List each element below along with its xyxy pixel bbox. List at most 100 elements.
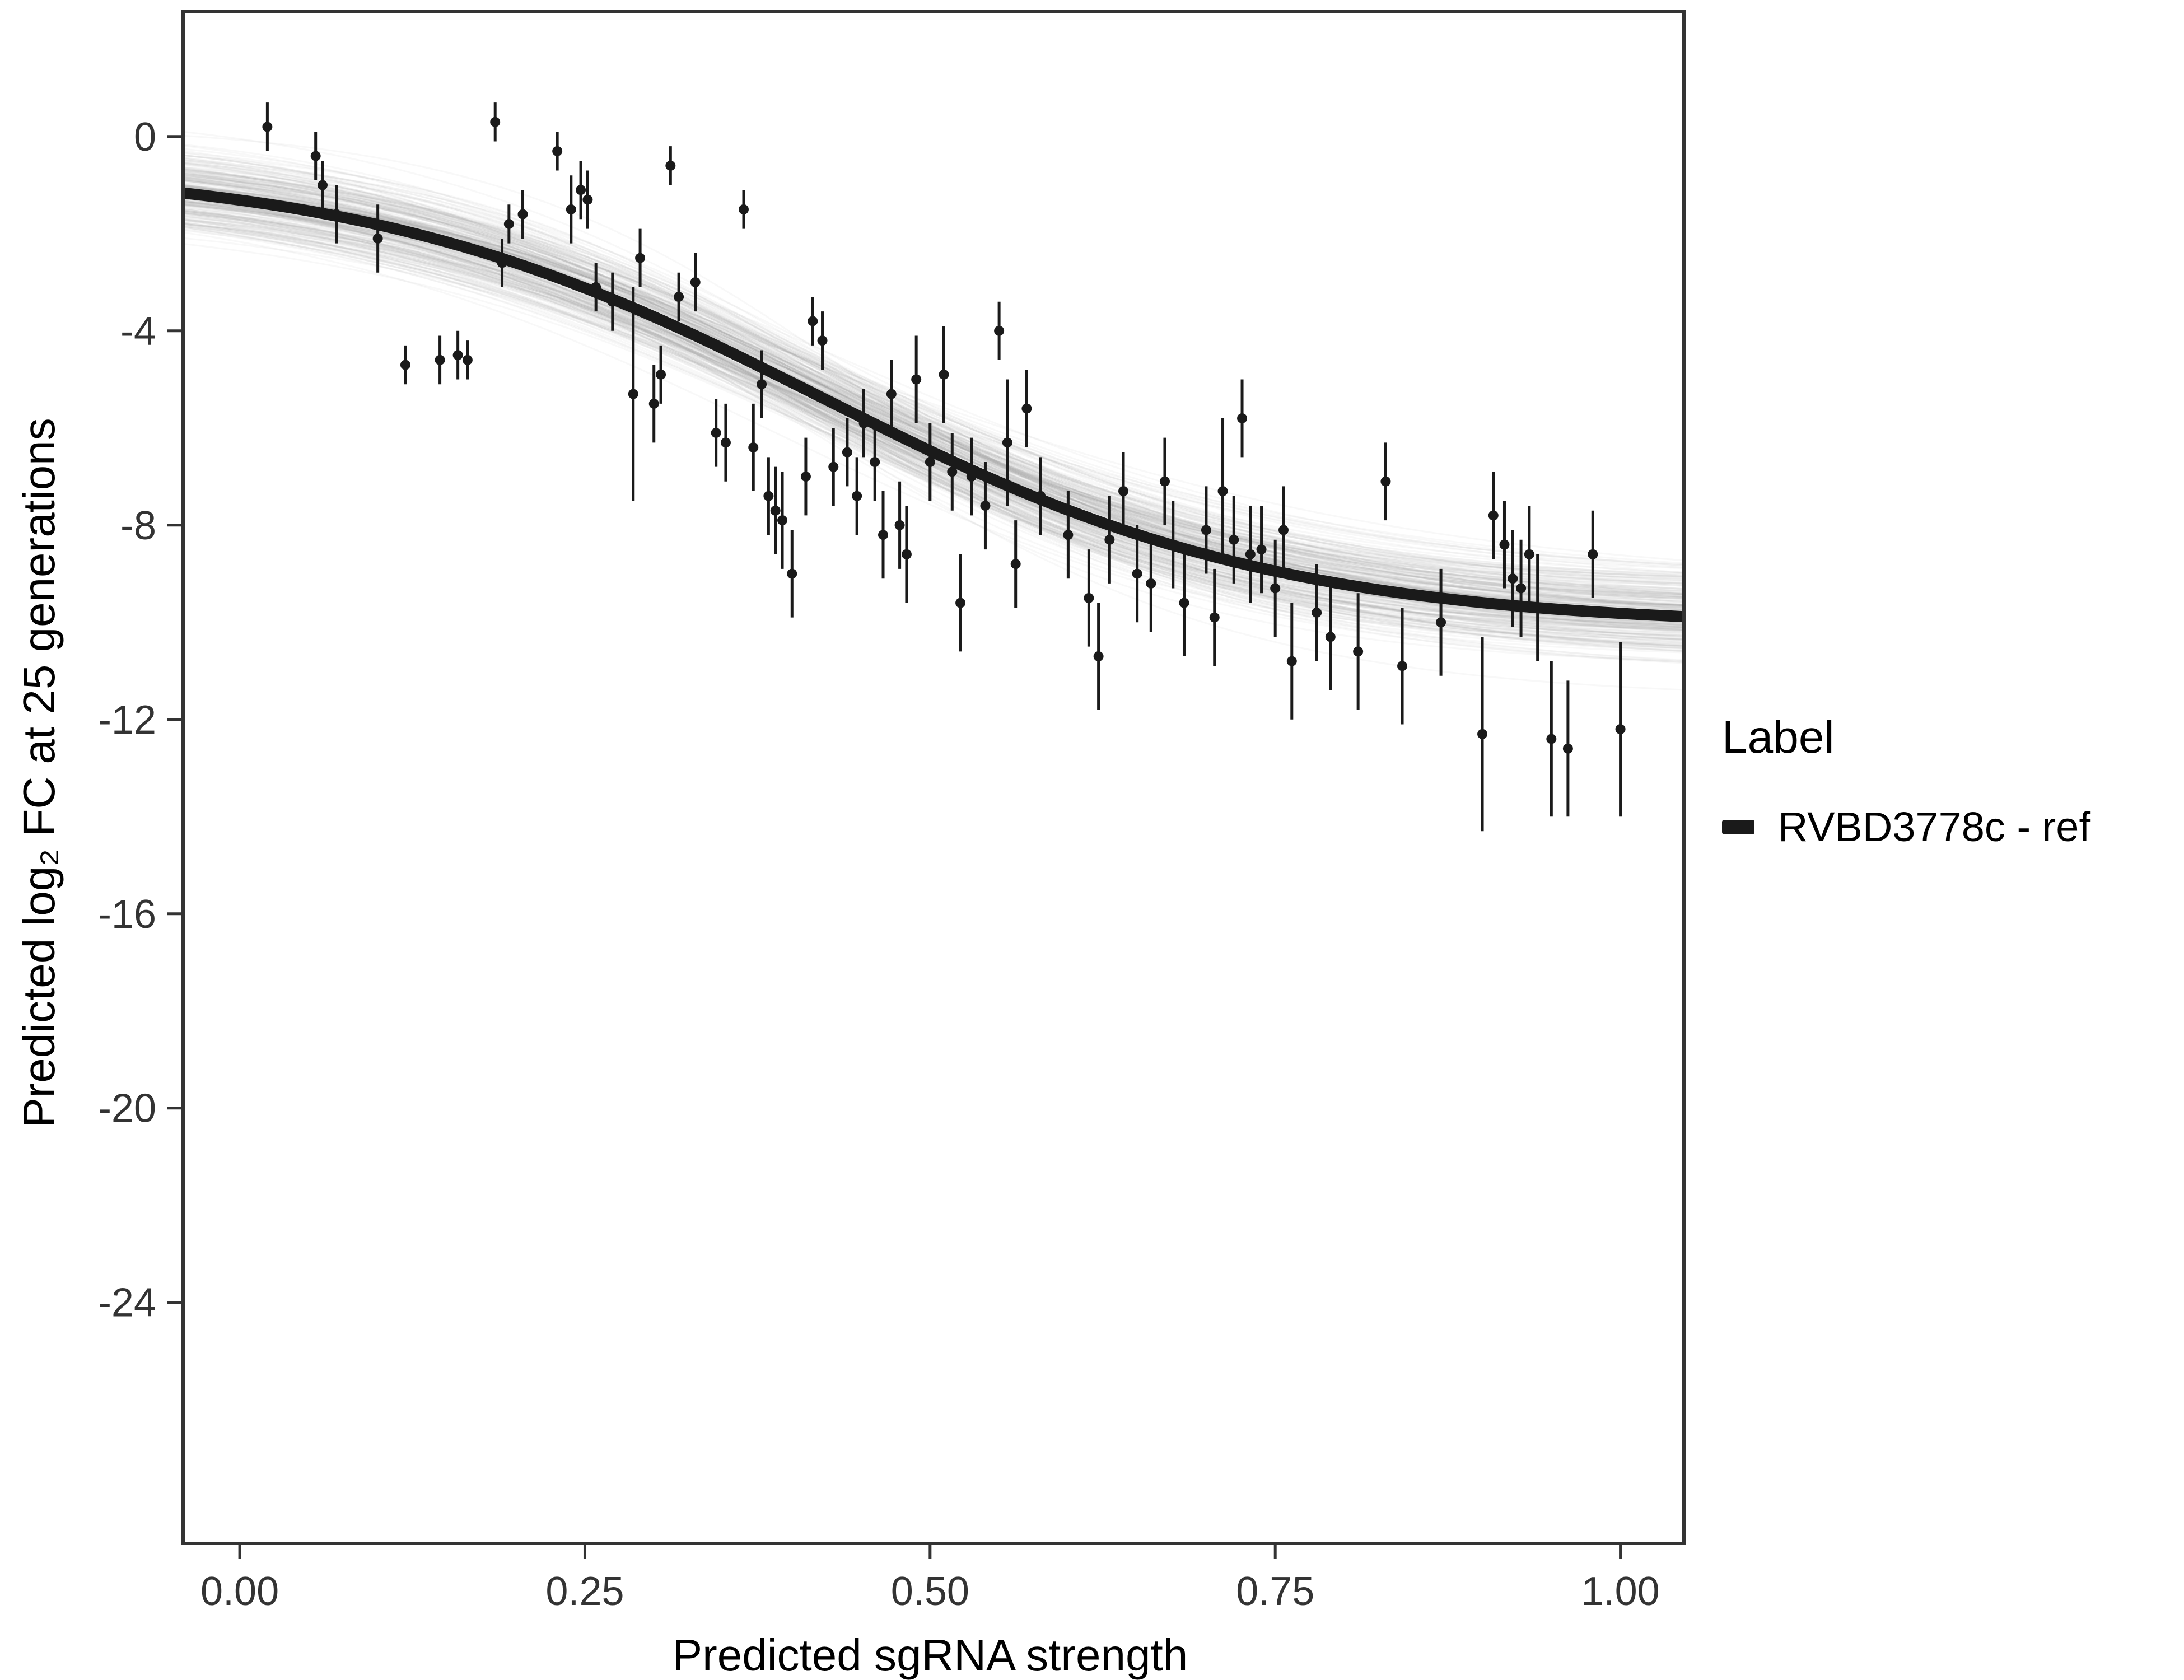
- data-point: [1179, 598, 1189, 608]
- panel-border: [181, 10, 1686, 1545]
- data-point: [1201, 525, 1211, 535]
- data-point: [1397, 661, 1408, 671]
- x-axis-title: Predicted sgRNA strength: [672, 1630, 1188, 1680]
- data-point: [1436, 617, 1446, 628]
- data-point: [566, 204, 576, 214]
- y-axis-tick-label: -4: [120, 309, 156, 354]
- data-point: [582, 194, 593, 205]
- data-point: [1286, 656, 1297, 666]
- y-axis-tick-label: 0: [134, 115, 156, 160]
- data-point: [817, 335, 828, 346]
- data-point: [748, 442, 759, 452]
- data-point: [318, 180, 328, 190]
- data-point: [1499, 539, 1510, 550]
- data-point: [1312, 607, 1322, 618]
- legend-key-swatch: [1722, 819, 1754, 834]
- data-point: [1084, 592, 1094, 603]
- data-point: [1063, 530, 1074, 540]
- data-point: [994, 325, 1005, 336]
- data-point: [372, 233, 383, 244]
- data-point: [635, 253, 646, 263]
- data-point: [1353, 646, 1364, 657]
- fit-curve: [183, 187, 1684, 623]
- data-point: [490, 116, 501, 127]
- x-axis-tick-label: 0.50: [891, 1569, 969, 1614]
- data-point: [1159, 476, 1170, 487]
- data-point: [1118, 486, 1129, 497]
- y-axis-tick-label: -24: [98, 1281, 156, 1326]
- data-point: [1380, 476, 1391, 487]
- data-point: [894, 520, 905, 530]
- data-point: [878, 530, 889, 540]
- y-axis-tick-label: -8: [120, 503, 156, 548]
- data-point: [674, 292, 684, 302]
- data-point: [870, 457, 880, 468]
- data-point: [955, 598, 966, 608]
- data-point: [665, 160, 676, 171]
- x-axis-tick-label: 1.00: [1581, 1569, 1660, 1614]
- data-point: [842, 447, 852, 458]
- data-point: [1270, 583, 1281, 594]
- data-point: [1516, 583, 1527, 594]
- data-point: [800, 472, 811, 482]
- data-point: [1104, 534, 1115, 545]
- data-point: [435, 354, 445, 365]
- data-point: [1488, 510, 1499, 521]
- data-point: [628, 389, 638, 399]
- data-point: [738, 204, 749, 214]
- data-point: [757, 379, 767, 390]
- uncertainty-band: [183, 130, 1684, 691]
- data-point: [886, 389, 897, 399]
- data-point: [1546, 734, 1557, 744]
- data-point: [1021, 403, 1032, 414]
- data-point: [690, 277, 701, 288]
- y-axis-tick-label: -20: [98, 1086, 156, 1131]
- data-point: [310, 151, 321, 161]
- data-point: [262, 122, 273, 132]
- data-point: [1325, 632, 1336, 642]
- data-point: [1146, 578, 1156, 589]
- data-point: [1245, 549, 1256, 559]
- legend-title: Label: [1722, 712, 1835, 763]
- legend-item-label: RVBD3778c - ref: [1778, 804, 2090, 850]
- data-point: [763, 491, 774, 501]
- data-point: [1588, 549, 1598, 559]
- data-point: [1132, 568, 1142, 579]
- data-point: [947, 466, 958, 477]
- data-point: [852, 491, 862, 501]
- data-point: [1237, 413, 1248, 423]
- data-point: [576, 185, 586, 195]
- data-point: [828, 461, 839, 472]
- data-point: [711, 427, 721, 438]
- y-axis-tick-label: -12: [98, 698, 156, 743]
- data-point: [1217, 486, 1228, 497]
- x-axis-tick-label: 0.75: [1236, 1569, 1314, 1614]
- data-point: [552, 146, 563, 156]
- data-point: [452, 350, 463, 361]
- data-point: [1524, 549, 1534, 559]
- data-point: [777, 515, 788, 526]
- data-point: [911, 374, 922, 385]
- data-point: [901, 549, 912, 559]
- data-point: [1256, 544, 1267, 555]
- data-point: [503, 218, 514, 229]
- data-point: [656, 369, 666, 380]
- data-point: [720, 437, 731, 448]
- data-point: [1010, 559, 1021, 570]
- x-axis-tick-label: 0.00: [200, 1569, 279, 1614]
- legend: Label RVBD3778c - ref: [1722, 711, 2090, 851]
- data-point: [1615, 724, 1626, 735]
- data-point: [980, 501, 991, 511]
- data-point: [1278, 525, 1289, 535]
- data-point: [1508, 573, 1518, 584]
- data-point: [1002, 437, 1012, 448]
- data-point: [770, 505, 781, 516]
- data-point: [787, 568, 797, 579]
- data-point: [925, 457, 935, 468]
- x-axis-tick-label: 0.25: [545, 1569, 624, 1614]
- data-point: [1209, 612, 1220, 623]
- data-point: [1229, 534, 1239, 545]
- data-point: [1562, 743, 1573, 754]
